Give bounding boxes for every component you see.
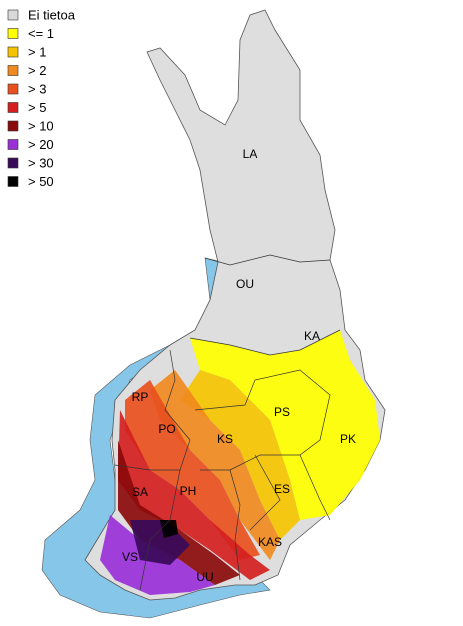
legend-swatch — [7, 46, 19, 58]
legend-label: > 30 — [28, 155, 54, 170]
region-label: KAS — [258, 535, 282, 549]
legend-label: > 3 — [28, 81, 46, 96]
region-label: RP — [132, 390, 149, 404]
legend-label: > 1 — [28, 44, 46, 59]
legend-swatch — [7, 157, 19, 169]
value-zone — [150, 370, 280, 560]
region-label: UU — [196, 570, 213, 584]
value-zone — [160, 520, 178, 538]
legend-swatch — [7, 9, 19, 21]
legend-swatch — [7, 65, 19, 76]
legend-label: > 50 — [28, 174, 54, 189]
region-label: PO — [158, 422, 175, 436]
region-label: LA — [243, 147, 258, 161]
legend-swatch — [7, 176, 19, 187]
legend-swatch — [7, 139, 19, 150]
legend-swatch — [7, 83, 19, 95]
region-label: PK — [340, 432, 356, 446]
region-label: KA — [304, 329, 320, 343]
legend-label: > 5 — [28, 100, 46, 115]
legend-label: Ei tietoa — [28, 7, 76, 22]
region-borders — [114, 254, 341, 591]
value-zone — [118, 410, 270, 580]
legend-swatch — [7, 102, 19, 113]
region-labels: LA OU KA RP PO KS PS PK SA PH ES KAS VS UU — [122, 147, 356, 584]
value-zone — [190, 330, 380, 520]
legend-swatch — [7, 120, 19, 132]
region-label: KS — [217, 432, 233, 446]
legend: Ei tietoa <= 1 > 1 > 2 > 3 > 5 > 10 > 20 > 30 > 5… — [7, 7, 76, 189]
value-zone — [125, 380, 260, 560]
region-label: SA — [132, 485, 148, 499]
value-zone — [180, 370, 300, 540]
legend-label: > 2 — [28, 63, 46, 78]
legend-label: <= 1 — [28, 26, 54, 41]
region-label: OU — [236, 277, 254, 291]
legend-swatch — [7, 28, 19, 39]
legend-label: > 20 — [28, 137, 54, 152]
legend-label: > 10 — [28, 118, 54, 133]
region-label: VS — [122, 550, 138, 564]
coastal-sea — [41, 257, 271, 619]
region-label: PH — [180, 484, 197, 498]
region-label: PS — [274, 405, 290, 419]
region-label: ES — [274, 482, 290, 496]
